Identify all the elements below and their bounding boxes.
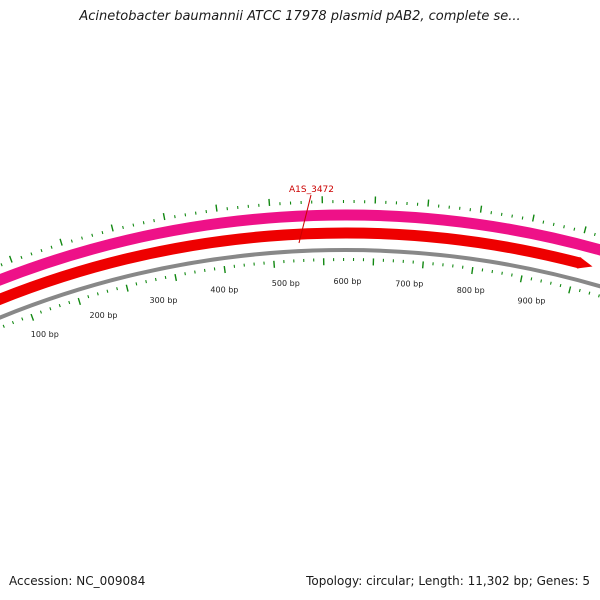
- minor-tick: [578, 288, 581, 293]
- minor-tick: [154, 277, 157, 282]
- major-tick: [421, 261, 424, 269]
- length-label: Length:: [418, 574, 464, 588]
- outer-tick-group: [0, 196, 596, 267]
- major-tick: [110, 224, 114, 232]
- accession-info: Accession: NC_009084: [9, 574, 145, 588]
- tick-label-7: 700 bp: [395, 279, 423, 288]
- minor-tick: [135, 282, 138, 286]
- tick-label-4: 400 bp: [210, 285, 238, 294]
- sequence-info: Topology: circular; Length: 11,302 bp; G…: [306, 574, 590, 588]
- minor-tick: [164, 275, 167, 280]
- minor-tick: [87, 295, 90, 299]
- major-tick: [471, 266, 474, 275]
- outer-feature-arc[interactable]: [0, 209, 600, 297]
- minor-tick: [91, 233, 94, 237]
- major-tick: [273, 260, 276, 268]
- inner-tick-group: [2, 258, 600, 328]
- minor-tick: [598, 294, 600, 298]
- major-tick: [268, 198, 271, 207]
- minor-tick: [542, 220, 545, 224]
- minor-tick: [593, 232, 596, 237]
- minor-tick: [81, 236, 83, 240]
- minor-tick: [145, 280, 147, 284]
- minor-tick: [521, 216, 524, 220]
- minor-tick: [530, 277, 533, 281]
- minor-tick: [39, 310, 42, 314]
- major-tick: [215, 204, 218, 212]
- minor-tick: [101, 230, 104, 235]
- tick-label-8: 800 bp: [457, 286, 485, 295]
- minor-tick: [184, 213, 187, 217]
- gene-callout-line: [298, 194, 312, 244]
- topology-value: circular: [366, 574, 411, 588]
- minor-tick: [70, 239, 73, 243]
- major-tick: [8, 255, 13, 263]
- tick-label-9: 900 bp: [518, 297, 546, 306]
- gene-label-A1S_3472[interactable]: A1S_3472: [289, 185, 334, 195]
- minor-tick: [184, 272, 186, 276]
- minor-tick: [0, 263, 3, 267]
- separator: ;: [528, 574, 533, 588]
- major-tick: [59, 238, 63, 246]
- tick-label-1: 100 bp: [31, 330, 59, 339]
- minor-tick: [511, 273, 513, 277]
- major-tick: [77, 297, 82, 305]
- tick-label-5: 500 bp: [272, 279, 300, 288]
- tick-label-group: 100 bp 200 bp 300 bp 400 bp 500 bp 600 bp 700 …: [31, 277, 546, 339]
- minor-tick: [142, 221, 145, 225]
- tick-label-3: 300 bp: [150, 296, 178, 305]
- minor-tick: [563, 225, 565, 229]
- genes-value: 5: [582, 574, 590, 588]
- minor-tick: [96, 292, 99, 296]
- minor-tick: [21, 317, 24, 321]
- minor-tick: [50, 245, 53, 249]
- topology-label: Topology:: [306, 574, 363, 588]
- backbone-arc: [0, 248, 600, 320]
- inner-feature-arrowhead[interactable]: [576, 256, 593, 269]
- major-tick: [223, 265, 226, 274]
- minor-tick: [559, 283, 562, 288]
- minor-tick: [132, 223, 135, 227]
- minor-tick: [501, 271, 503, 275]
- accession-label: Accession:: [9, 574, 73, 588]
- major-tick: [519, 275, 523, 283]
- accession-value: NC_009084: [76, 574, 146, 588]
- major-tick: [30, 313, 35, 321]
- minor-tick: [573, 227, 576, 231]
- major-tick: [427, 199, 430, 207]
- length-value: 11,302 bp: [467, 574, 529, 588]
- minor-tick: [20, 255, 23, 260]
- minor-tick: [106, 289, 109, 293]
- map-title: Acinetobacter baumannii ATCC 17978 plasm…: [79, 9, 521, 24]
- inner-feature-arc[interactable]: [0, 227, 582, 314]
- minor-tick: [174, 215, 176, 219]
- major-tick: [583, 226, 587, 234]
- minor-tick: [30, 252, 33, 256]
- major-tick: [568, 286, 572, 294]
- major-tick: [174, 273, 178, 282]
- minor-tick: [11, 320, 15, 325]
- minor-tick: [116, 287, 118, 291]
- minor-tick: [58, 303, 61, 308]
- tick-label-2: 200 bp: [90, 311, 118, 320]
- tick-label-6: 600 bp: [334, 277, 362, 286]
- minor-tick: [68, 300, 71, 305]
- minor-tick: [49, 307, 52, 311]
- major-tick: [162, 213, 166, 221]
- minor-tick: [588, 291, 591, 295]
- major-tick: [479, 205, 483, 213]
- genes-label: Genes:: [536, 574, 579, 588]
- minor-tick: [549, 281, 552, 285]
- major-tick: [125, 284, 129, 292]
- separator: ;: [410, 574, 415, 588]
- minor-tick: [122, 225, 124, 230]
- major-tick: [531, 214, 535, 222]
- minor-tick: [40, 248, 43, 253]
- minor-tick: [2, 324, 5, 328]
- minor-tick: [511, 214, 513, 218]
- minor-tick: [540, 279, 543, 283]
- minor-tick: [153, 219, 155, 223]
- minor-tick: [552, 222, 555, 226]
